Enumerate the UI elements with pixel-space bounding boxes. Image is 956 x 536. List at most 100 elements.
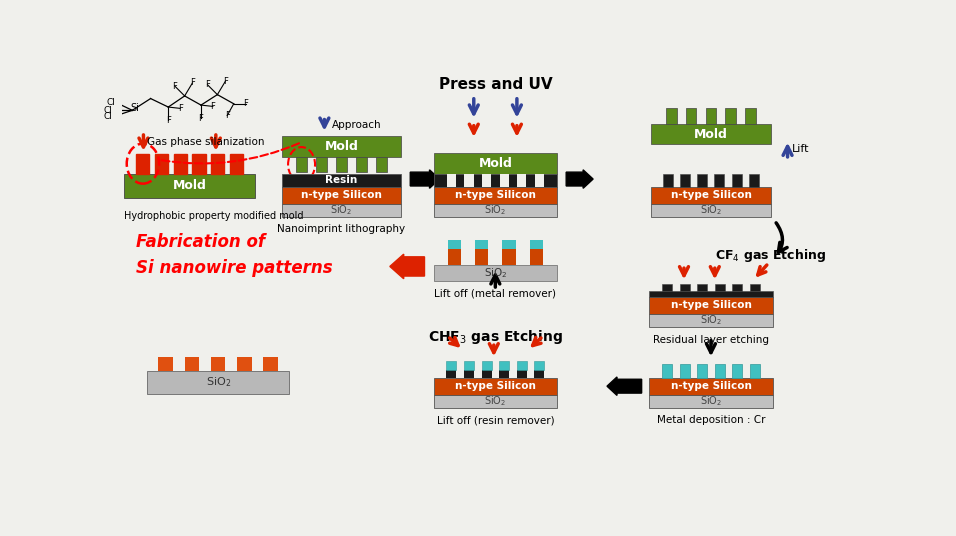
Bar	[680, 364, 689, 378]
Text: Press and UV: Press and UV	[439, 77, 553, 92]
Text: Cl: Cl	[103, 113, 113, 121]
Text: Mold: Mold	[694, 128, 728, 140]
Bar	[434, 174, 557, 187]
Bar	[517, 174, 527, 187]
Text: Approach: Approach	[332, 120, 381, 130]
Bar	[651, 187, 771, 204]
Text: SiO$_2$: SiO$_2$	[206, 375, 230, 389]
Bar	[662, 284, 672, 292]
Text: F: F	[206, 80, 210, 90]
Bar	[434, 265, 557, 281]
Bar	[296, 157, 307, 172]
Bar	[475, 249, 489, 265]
Text: Cl: Cl	[107, 98, 116, 107]
Bar	[706, 108, 716, 124]
Bar	[282, 204, 401, 217]
Bar	[482, 370, 491, 378]
Text: Residual layer etching: Residual layer etching	[653, 334, 769, 345]
Bar	[464, 370, 474, 378]
Bar	[356, 157, 366, 172]
Bar	[448, 249, 461, 265]
Text: n-type Silicon: n-type Silicon	[301, 190, 381, 200]
Text: SiO$_2$: SiO$_2$	[330, 203, 353, 217]
Bar	[663, 174, 673, 187]
Bar	[336, 157, 347, 172]
Bar	[534, 174, 544, 187]
Bar	[124, 174, 255, 198]
Text: Resin: Resin	[325, 175, 358, 185]
Text: n-type Silicon: n-type Silicon	[670, 190, 751, 200]
Bar	[446, 174, 456, 187]
Text: Gas phase silanization: Gas phase silanization	[147, 137, 265, 147]
Bar	[665, 108, 677, 124]
FancyArrow shape	[410, 170, 440, 188]
Bar	[446, 174, 456, 187]
Bar	[464, 361, 474, 370]
Bar	[685, 108, 696, 124]
Bar	[159, 357, 173, 371]
Text: Hydrophobic property modified mold: Hydrophobic property modified mold	[124, 211, 304, 221]
Bar	[649, 394, 772, 408]
Bar	[731, 174, 742, 187]
Bar	[185, 357, 199, 371]
Text: Si nanowire patterns: Si nanowire patterns	[136, 258, 333, 277]
Bar	[499, 370, 510, 378]
Bar	[697, 364, 707, 378]
FancyArrow shape	[390, 254, 424, 279]
Text: Fabrication of: Fabrication of	[136, 233, 265, 251]
Bar	[680, 284, 689, 292]
Text: Metal deposition : Cr: Metal deposition : Cr	[657, 415, 765, 426]
Bar	[534, 370, 544, 378]
Bar	[750, 284, 760, 292]
Bar	[499, 361, 510, 370]
Bar	[174, 154, 186, 174]
Bar	[137, 154, 149, 174]
Bar	[649, 297, 772, 314]
Text: Lift off (metal remover): Lift off (metal remover)	[434, 288, 556, 299]
Text: Lift: Lift	[792, 144, 809, 154]
Bar	[503, 249, 515, 265]
Bar	[434, 153, 557, 174]
Text: CHF$_3$ gas Etching: CHF$_3$ gas Etching	[428, 328, 563, 346]
Text: F: F	[165, 116, 171, 125]
Text: F: F	[225, 111, 229, 120]
Text: n-type Silicon: n-type Silicon	[455, 190, 535, 200]
Bar	[500, 174, 509, 187]
Text: SiO$_2$: SiO$_2$	[485, 394, 507, 408]
Bar	[681, 174, 690, 187]
Bar	[237, 357, 251, 371]
Text: Mold: Mold	[173, 180, 206, 192]
Text: F: F	[223, 77, 228, 86]
Text: F: F	[172, 81, 177, 91]
Bar	[434, 394, 557, 408]
Bar	[534, 174, 544, 187]
Bar	[376, 157, 386, 172]
Text: F: F	[243, 99, 248, 108]
Text: F: F	[178, 104, 183, 113]
Bar	[649, 314, 772, 327]
Bar	[434, 204, 557, 217]
Bar	[434, 378, 557, 394]
Bar	[482, 174, 491, 187]
Text: F: F	[199, 114, 204, 123]
Bar	[715, 364, 725, 378]
Bar	[282, 187, 401, 204]
Bar	[732, 364, 743, 378]
Bar	[155, 154, 168, 174]
Bar	[534, 361, 544, 370]
Bar	[192, 154, 206, 174]
Text: n-type Silicon: n-type Silicon	[670, 300, 751, 310]
Text: SiO$_2$: SiO$_2$	[485, 203, 507, 217]
Bar	[662, 364, 672, 378]
Text: Lift off (resin remover): Lift off (resin remover)	[437, 415, 554, 426]
Bar	[500, 174, 509, 187]
Bar	[282, 174, 401, 187]
Text: Mold: Mold	[324, 140, 358, 153]
Bar	[434, 187, 557, 204]
Text: n-type Silicon: n-type Silicon	[670, 381, 751, 391]
Bar	[750, 364, 760, 378]
Bar	[482, 361, 491, 370]
Bar	[465, 174, 473, 187]
Bar	[316, 157, 327, 172]
FancyArrow shape	[607, 377, 641, 396]
